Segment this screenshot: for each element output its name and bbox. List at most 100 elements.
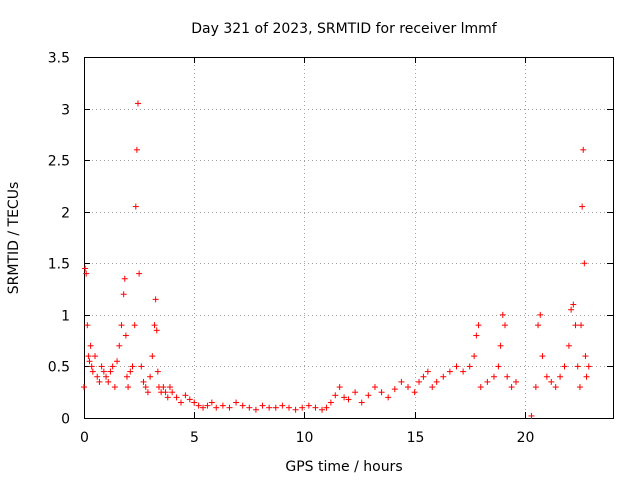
- y-tick-label: 1: [61, 309, 70, 325]
- data-point: [135, 100, 142, 107]
- data-point: [532, 384, 539, 391]
- data-point: [385, 394, 392, 401]
- data-point: [460, 368, 467, 375]
- data-point: [92, 353, 99, 360]
- data-point: [88, 363, 95, 370]
- data-point: [219, 402, 226, 409]
- data-point: [371, 384, 378, 391]
- data-point: [378, 389, 385, 396]
- data-point: [96, 378, 103, 385]
- data-point: [539, 353, 546, 360]
- data-point: [154, 368, 161, 375]
- y-tick-label: 1.5: [48, 257, 70, 273]
- data-point: [140, 378, 147, 385]
- data-point: [109, 363, 116, 370]
- data-point: [497, 342, 504, 349]
- data-point: [125, 384, 132, 391]
- data-point: [252, 406, 259, 413]
- data-point: [226, 404, 233, 411]
- data-point: [162, 389, 169, 396]
- data-point: [173, 394, 180, 401]
- data-point: [499, 311, 506, 318]
- data-point: [501, 322, 508, 329]
- data-point: [111, 384, 118, 391]
- data-point: [565, 342, 572, 349]
- data-point: [582, 353, 589, 360]
- data-point: [213, 404, 220, 411]
- data-point: [129, 363, 136, 370]
- data-point: [133, 146, 140, 153]
- data-point: [336, 384, 343, 391]
- data-point: [568, 306, 575, 313]
- data-point: [131, 322, 138, 329]
- data-point: [574, 363, 581, 370]
- data-point: [391, 386, 398, 393]
- data-point: [490, 373, 497, 380]
- data-point: [266, 404, 273, 411]
- data-point: [552, 384, 559, 391]
- y-tick-label: 3: [61, 103, 70, 119]
- axis-ticks: [84, 57, 613, 419]
- data-point: [433, 378, 440, 385]
- data-point: [528, 412, 535, 419]
- data-point: [561, 363, 568, 370]
- data-point: [537, 311, 544, 318]
- data-point: [200, 404, 207, 411]
- data-point: [299, 404, 306, 411]
- x-tick-label: 20: [517, 430, 535, 446]
- data-point: [107, 368, 114, 375]
- data-point: [147, 373, 154, 380]
- data-point: [305, 402, 312, 409]
- data-point: [585, 363, 592, 370]
- data-point: [259, 402, 266, 409]
- data-point: [429, 384, 436, 391]
- data-point: [81, 384, 87, 391]
- data-point: [513, 378, 520, 385]
- data-point: [169, 389, 176, 396]
- data-point: [279, 402, 286, 409]
- data-point: [411, 389, 418, 396]
- data-point: [103, 373, 110, 380]
- data-point: [105, 378, 112, 385]
- data-point: [123, 373, 130, 380]
- data-point: [405, 384, 412, 391]
- data-point: [233, 399, 240, 406]
- data-point: [312, 404, 319, 411]
- y-tick-label: 0: [61, 412, 70, 428]
- y-tick-label: 3.5: [48, 51, 70, 67]
- data-point: [89, 368, 96, 375]
- chart-title: Day 321 of 2023, SRMTID for receiver lmm…: [191, 21, 498, 37]
- data-point: [127, 368, 134, 375]
- data-point: [166, 384, 173, 391]
- data-point: [484, 378, 491, 385]
- data-point: [116, 342, 123, 349]
- x-tick-label: 0: [80, 430, 89, 446]
- data-point: [164, 394, 171, 401]
- data-point: [581, 260, 588, 267]
- data-point: [576, 384, 583, 391]
- data-point: [440, 373, 447, 380]
- data-point: [120, 291, 127, 298]
- y-axis-label: SRMTID / TECUs: [6, 182, 22, 295]
- data-point: [471, 353, 478, 360]
- data-point: [508, 384, 515, 391]
- data-point: [186, 396, 193, 403]
- data-point: [535, 322, 542, 329]
- data-point: [195, 402, 202, 409]
- data-point: [142, 384, 149, 391]
- data-point: [94, 373, 101, 380]
- data-point: [292, 406, 299, 413]
- data-point: [473, 332, 480, 339]
- data-point: [182, 392, 189, 399]
- grid-lines: [84, 57, 613, 418]
- data-point: [153, 327, 160, 334]
- x-tick-label: 5: [190, 430, 199, 446]
- data-point: [495, 363, 502, 370]
- x-axis-label: GPS time / hours: [285, 459, 402, 475]
- y-tick-label: 2.5: [48, 154, 70, 170]
- data-point: [144, 389, 151, 396]
- data-point: [285, 404, 292, 411]
- data-point: [177, 399, 184, 406]
- data-point: [160, 384, 167, 391]
- data-point: [246, 404, 253, 411]
